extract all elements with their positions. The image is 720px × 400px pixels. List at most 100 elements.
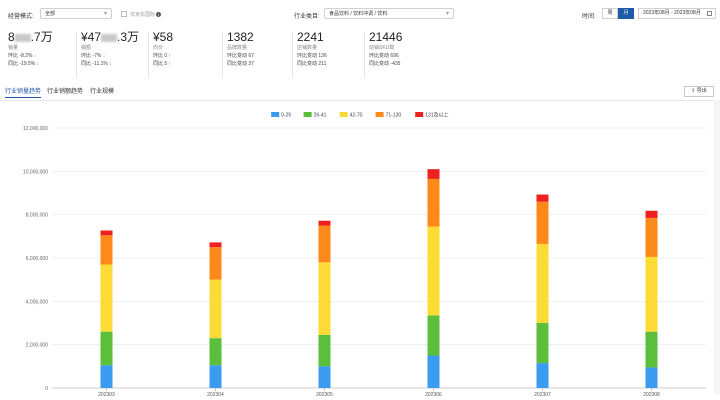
legend-swatch	[339, 112, 348, 117]
arrow-down-icon: ↓	[36, 61, 40, 67]
metric-avg-price: ¥58 均价 环比 0 ↑ 同比 5 ↑	[153, 30, 173, 82]
metric-row-yoy: 同比 -19.5% ↓	[8, 61, 40, 67]
y-tick-label: 6,000,000	[26, 256, 48, 262]
metric-store-count: 2241 店铺数量 环比变动 136 同比变动 211	[297, 30, 327, 82]
redacted-block	[14, 33, 31, 42]
metric-sku-count: 21446 动销SKU数 环比变动 696 同比变动 -435	[369, 30, 402, 82]
y-tick-label: 10,000,000	[23, 169, 48, 175]
x-tick-label: 202307	[534, 392, 551, 398]
metric-row-mom: 环比变动 136	[297, 53, 327, 59]
chevron-down-icon: ▾	[103, 11, 107, 17]
x-tick-label: 202304	[207, 392, 224, 398]
bar-segment	[645, 210, 658, 218]
arrow-down-icon: ↓	[109, 61, 112, 67]
x-tick-label: 202305	[316, 392, 333, 398]
legend-label: 131及以上	[425, 112, 448, 119]
metric-value: 8.7万	[8, 30, 53, 44]
export-button[interactable]: ⇪ 导出	[684, 86, 714, 97]
chevron-down-icon: ▾	[445, 11, 449, 17]
period-week-button[interactable]: 周	[602, 8, 618, 19]
bar-segment	[427, 315, 440, 356]
tab-sales-volume-trend[interactable]: 行业销量趋势	[5, 87, 42, 98]
metric-sales-volume: 8.7万 销量 环比 -8.2% ↓ 同比 -19.5% ↓	[8, 30, 53, 82]
bar-segment	[536, 201, 549, 244]
time-label: 时间:	[582, 14, 596, 20]
bar-segment	[536, 363, 549, 388]
metric-value: 2241	[297, 30, 324, 44]
arrow-down-icon: ↓	[102, 53, 106, 59]
bar-segment	[427, 169, 440, 179]
bar-segment	[209, 242, 222, 248]
bar-segment	[536, 194, 549, 202]
divider	[292, 32, 293, 78]
divider	[148, 32, 149, 78]
metric-row-yoy: 同比 -11.1% ↓	[81, 61, 112, 67]
mode-select[interactable]: 全部 ▾	[40, 8, 112, 19]
x-tick-label: 202306	[425, 392, 442, 398]
scrollbar[interactable]	[714, 100, 720, 394]
x-tick-label: 202308	[643, 392, 660, 398]
mode-select-value: 全部	[45, 11, 56, 17]
bar-segment	[100, 235, 113, 265]
tab-industry-scale[interactable]: 行业规模	[90, 89, 115, 95]
metric-name: 销额	[81, 45, 92, 51]
mode-label: 经营模式:	[8, 14, 34, 20]
tab-sales-amount-trend[interactable]: 行业销额趋势	[47, 89, 84, 95]
y-tick-label: 4,000,000	[26, 299, 48, 305]
metric-row-yoy: 同比变动 211	[297, 61, 327, 67]
stacked-bar-chart: 0 2,000,000 4,000,000 6,000,000 8,000,000 10,…	[23, 112, 706, 398]
export-label: 导出	[696, 88, 707, 94]
period-month-button[interactable]: 月	[618, 8, 634, 19]
metric-row-yoy: 同比变动 -435	[369, 61, 401, 67]
redacted-block	[101, 33, 118, 42]
industry-select[interactable]: 食品饮料 / 饮料冲调 / 饮料 ▾	[324, 8, 454, 19]
metric-row-mom: 环比 0 ↑	[153, 53, 172, 59]
arrow-up-icon: ↑	[168, 53, 172, 59]
metric-row-yoy: 同比变动 37	[227, 61, 254, 67]
bar-segment	[645, 256, 658, 332]
arrow-up-icon: ↑	[168, 61, 172, 67]
bar-segment	[427, 178, 440, 227]
bar-segment	[209, 279, 222, 339]
bar-segment	[536, 323, 549, 364]
metric-name: 品牌数量	[227, 45, 248, 51]
divider	[222, 32, 223, 78]
metric-name: 均价	[153, 45, 164, 51]
metric-row-mom: 环比变动 696	[369, 53, 399, 59]
metric-row-mom: 环比 -7% ↓	[81, 53, 106, 59]
legend-swatch	[271, 112, 280, 117]
legend-label: 0-25	[281, 113, 291, 119]
metric-row-mom: 环比 -8.2% ↓	[8, 53, 37, 59]
chart-tabs: 行业销量趋势 行业销额趋势 行业规模 ⇪ 导出	[0, 85, 720, 101]
metric-value: 1382	[227, 30, 254, 44]
jd-intl-checkbox[interactable]	[121, 11, 127, 17]
bar-segment	[209, 365, 222, 388]
bar-segment	[318, 225, 331, 263]
metric-name: 店铺数量	[297, 45, 318, 51]
bar-segment	[209, 338, 222, 366]
arrow-down-icon: ↓	[33, 53, 37, 59]
bar-segment	[209, 247, 222, 280]
y-tick-label: 0	[45, 386, 48, 392]
legend-swatch	[303, 112, 312, 117]
date-range-picker[interactable]: 2023年08月 - 2023年08月	[638, 8, 716, 19]
industry-label: 行业类目:	[294, 14, 320, 20]
metric-value: 21446	[369, 30, 403, 44]
y-tick-label: 8,000,000	[26, 213, 48, 219]
metric-value: ¥58	[153, 30, 174, 44]
bar-segment	[645, 367, 658, 388]
legend-label: 42-70	[350, 113, 363, 119]
legend-swatch	[415, 112, 424, 117]
metric-sales-amount: ¥47.3万 销额 环比 -7% ↓ 同比 -11.1% ↓	[81, 30, 139, 82]
export-icon: ⇪	[691, 88, 696, 94]
bar-segment	[318, 366, 331, 388]
bar-segment	[100, 230, 113, 236]
info-icon[interactable]: i	[156, 12, 162, 18]
divider	[76, 32, 77, 78]
bar-segment	[427, 355, 440, 388]
legend-label: 26-41	[314, 113, 327, 119]
filter-bar: 经营模式: 全部 ▾ 仅京东国际 i 行业类目: 食品饮料 / 饮料冲调 / 饮料…	[0, 0, 720, 28]
metric-row-mom: 环比变动 67	[227, 53, 254, 59]
legend-swatch	[375, 112, 384, 117]
bar-segment	[645, 217, 658, 257]
